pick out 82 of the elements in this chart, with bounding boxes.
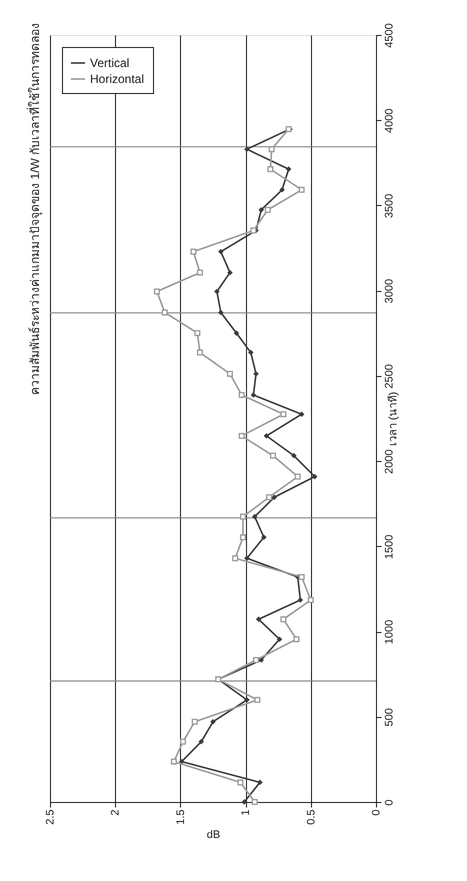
y-tick-label: 2000 (384, 449, 396, 474)
point (180, 738, 186, 745)
point (272, 494, 278, 500)
point (244, 146, 250, 152)
x-tick-label: 1 (240, 810, 252, 816)
y-axis-title: เวลา (นาที) (386, 392, 400, 446)
point (252, 514, 258, 520)
point (257, 780, 263, 786)
point (226, 370, 233, 377)
point (214, 288, 220, 294)
point (276, 636, 282, 642)
point (258, 657, 264, 663)
point (279, 187, 285, 193)
point (192, 718, 198, 725)
legend-label: Horizontal (90, 72, 144, 86)
point (232, 555, 238, 562)
x-axis-title: dB (206, 828, 220, 841)
point (293, 636, 300, 642)
y-tick-label: 3000 (384, 278, 396, 304)
text: ความสัมพันธ์ระหว่างค่าแกมมาปัจจุดของ 1/W กับเวลาที่ใช้ในการทดลอง (26, 22, 43, 395)
point (198, 738, 204, 744)
point (298, 412, 304, 417)
x-tick-label: 0 (370, 810, 382, 816)
point (264, 433, 270, 439)
point (248, 350, 254, 356)
point (154, 288, 160, 295)
point (242, 799, 248, 805)
point (280, 616, 286, 622)
point (250, 228, 256, 234)
point (298, 597, 304, 603)
point (240, 514, 246, 520)
x-tick-label: 2.5 (44, 810, 56, 825)
y-tick-label: 4000 (384, 108, 396, 133)
point (227, 270, 233, 276)
point (280, 411, 286, 418)
point (256, 616, 262, 622)
point (298, 574, 305, 580)
point (218, 310, 224, 316)
point (294, 474, 301, 480)
point (238, 432, 245, 439)
point (253, 371, 259, 377)
point (218, 248, 224, 254)
x-tick-label: 0.5 (305, 810, 318, 825)
point (291, 452, 297, 458)
point (254, 696, 260, 703)
point (244, 697, 250, 703)
point (312, 474, 318, 480)
point (170, 758, 177, 765)
x-tick-label: 2 (110, 810, 122, 816)
point (258, 207, 264, 213)
y-tick-label: 500 (384, 708, 396, 726)
point (238, 392, 245, 398)
point (244, 556, 250, 562)
point (298, 186, 305, 193)
point (308, 597, 314, 604)
point (267, 166, 274, 172)
y-tick-label: 1500 (384, 534, 396, 560)
point (286, 166, 292, 172)
y-tick-label: 1000 (384, 620, 396, 644)
point (196, 350, 203, 356)
point (270, 452, 276, 459)
point (264, 206, 271, 213)
point (196, 270, 203, 276)
point (253, 657, 260, 664)
point (261, 534, 267, 540)
point (234, 330, 240, 336)
point (240, 534, 246, 540)
point (266, 494, 272, 500)
point (252, 799, 258, 805)
point (268, 146, 275, 152)
y-tick-label: 2500 (384, 364, 396, 389)
y-tick-label: 3500 (384, 194, 396, 218)
y-tick-label: 4500 (384, 23, 396, 48)
point (210, 718, 216, 724)
x-tick-label: 1.5 (174, 810, 187, 825)
point (162, 309, 168, 316)
point (194, 330, 200, 336)
y-tick-label: 0 (384, 799, 396, 806)
point (190, 248, 196, 255)
point (250, 392, 256, 398)
legend-label: Vertical (90, 56, 130, 70)
point (237, 779, 244, 786)
